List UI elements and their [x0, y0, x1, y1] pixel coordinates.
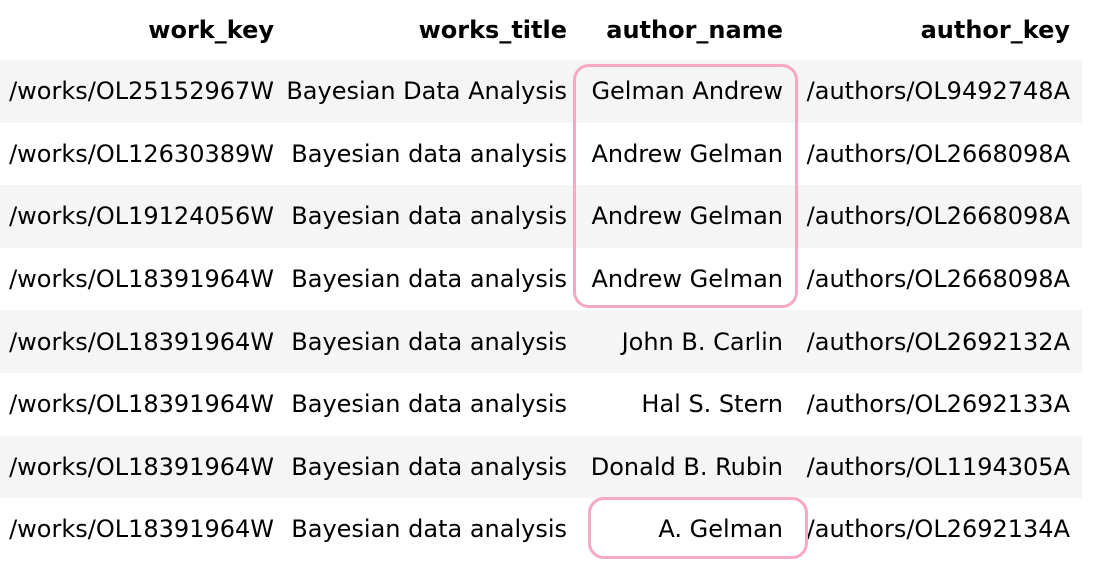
cell-author-key: /authors/OL2668098A [795, 247, 1082, 311]
cell-author-name: Gelman Andrew [579, 60, 795, 123]
table-row: /works/OL18391964W Bayesian data analysi… [0, 310, 1082, 373]
cell-author-name: Andrew Gelman [579, 247, 795, 311]
cell-work-key: /works/OL18391964W [0, 435, 286, 499]
column-header-author-name: author_name [606, 16, 783, 44]
table-row: /works/OL25152967W Bayesian Data Analysi… [0, 60, 1082, 123]
cell-author-name: Hal S. Stern [579, 372, 795, 436]
cell-author-name: Donald B. Rubin [579, 435, 795, 499]
table-row: /works/OL12630389W Bayesian data analysi… [0, 122, 1082, 186]
cell-author-name: John B. Carlin [579, 310, 795, 373]
cell-work-key: /works/OL18391964W [0, 247, 286, 311]
cell-works-title: Bayesian data analysis [286, 498, 579, 561]
cell-author-name: Andrew Gelman [579, 122, 795, 186]
table-row: /works/OL18391964W Bayesian data analysi… [0, 435, 1082, 499]
cell-works-title: Bayesian data analysis [286, 435, 579, 499]
table-row: /works/OL18391964W Bayesian data analysi… [0, 498, 1082, 561]
column-header-work-key: work_key [148, 16, 274, 44]
header-row: work_key works_title author_name author_… [0, 0, 1082, 60]
cell-work-key: /works/OL19124056W [0, 185, 286, 248]
cell-author-key: /authors/OL2668098A [795, 185, 1082, 248]
cell-work-key: /works/OL12630389W [0, 122, 286, 186]
cell-works-title: Bayesian Data Analysis [286, 60, 579, 123]
cell-works-title: Bayesian data analysis [286, 185, 579, 248]
table-row: /works/OL18391964W Bayesian data analysi… [0, 247, 1082, 311]
column-header-author-key: author_key [920, 16, 1070, 44]
cell-works-title: Bayesian data analysis [286, 372, 579, 436]
cell-author-name: Andrew Gelman [579, 185, 795, 248]
cell-work-key: /works/OL18391964W [0, 372, 286, 436]
cell-works-title: Bayesian data analysis [286, 122, 579, 186]
cell-work-key: /works/OL18391964W [0, 498, 286, 561]
cell-work-key: /works/OL18391964W [0, 310, 286, 373]
cell-work-key: /works/OL25152967W [0, 60, 286, 123]
table-row: /works/OL18391964W Bayesian data analysi… [0, 372, 1082, 436]
cell-author-key: /authors/OL2692134A [795, 498, 1082, 561]
cell-author-key: /authors/OL2692133A [795, 372, 1082, 436]
cell-author-key: /authors/OL1194305A [795, 435, 1082, 499]
cell-author-key: /authors/OL2668098A [795, 122, 1082, 186]
table-row: /works/OL19124056W Bayesian data analysi… [0, 185, 1082, 248]
data-table: work_key works_title author_name author_… [0, 0, 1082, 561]
table-body: /works/OL25152967W Bayesian Data Analysi… [0, 60, 1082, 561]
cell-works-title: Bayesian data analysis [286, 247, 579, 311]
column-header-works-title: works_title [418, 16, 567, 44]
table-header: work_key works_title author_name author_… [0, 0, 1082, 60]
cell-author-key: /authors/OL9492748A [795, 60, 1082, 123]
cell-author-key: /authors/OL2692132A [795, 310, 1082, 373]
cell-author-name: A. Gelman [579, 498, 795, 561]
cell-works-title: Bayesian data analysis [286, 310, 579, 373]
